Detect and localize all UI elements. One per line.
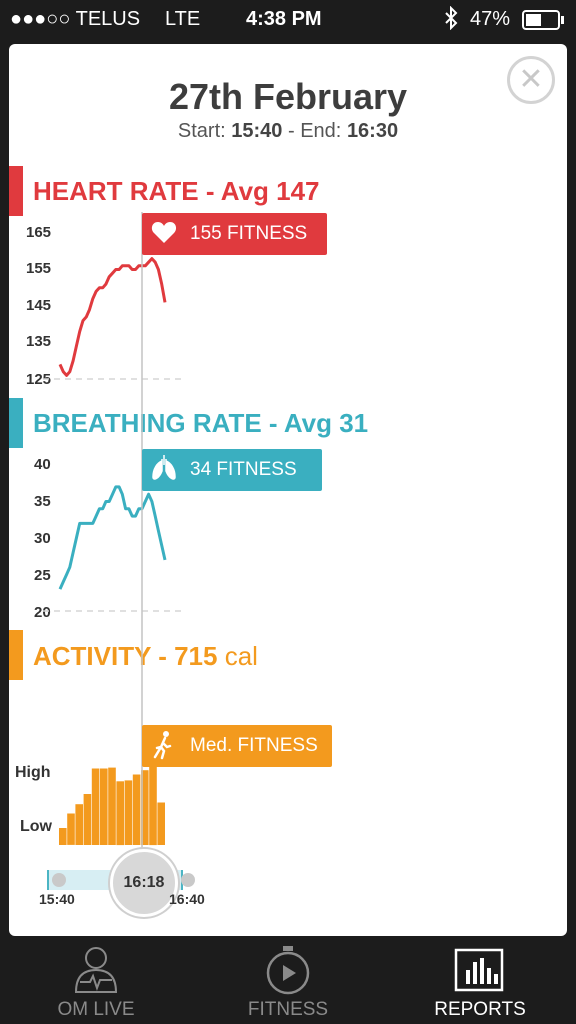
- heart-tick: 135: [26, 333, 52, 350]
- activity-bar: [132, 774, 141, 845]
- breathing-rate-badge: 34 FITNESS: [142, 449, 322, 491]
- heart-rate-title: HEART RATE - Avg 147: [33, 176, 320, 206]
- lungs-icon: [152, 455, 176, 480]
- activity-bar: [108, 767, 116, 845]
- breathing-tick: 30: [34, 530, 51, 547]
- activity-high-label: High: [15, 764, 51, 781]
- network-label: LTE: [165, 8, 201, 30]
- heart-tick: 155: [26, 260, 52, 277]
- status-bar: ●●●○○ TELUS LTE 4:38 PM 47%: [0, 0, 576, 38]
- activity-bars: [59, 764, 165, 846]
- activity-bar: [83, 794, 92, 845]
- activity-bar: [157, 802, 165, 845]
- activity-bar: [116, 781, 124, 846]
- report-card: ✕ 27th February Start: 15:40 - End: 16:3…: [9, 44, 567, 936]
- heart-rate-badge: 155 FITNESS: [142, 213, 327, 255]
- heart-tick: 165: [26, 224, 52, 241]
- slider-start-label: 15:40: [39, 891, 75, 907]
- activity-bar: [100, 768, 108, 845]
- breathing-tick: 20: [34, 604, 51, 621]
- heart-rate-series: [58, 257, 167, 377]
- heart-tick: 145: [26, 297, 52, 314]
- slider-end-label: 16:40: [169, 891, 205, 907]
- activity-bar: [141, 770, 149, 845]
- session-time-range: Start: 15:40 - End: 16:30: [177, 120, 399, 142]
- activity-title: ACTIVITY - 715 cal: [33, 641, 258, 671]
- activity-bar: [75, 804, 83, 845]
- heart-rate-section-marker: [9, 166, 23, 216]
- page-title: 27th February: [168, 76, 408, 117]
- breathing-tick: 40: [34, 456, 51, 473]
- activity-bar: [91, 768, 100, 845]
- activity-low-label: Low: [20, 818, 52, 835]
- close-button[interactable]: ✕: [507, 56, 555, 104]
- tab-bar: OM LIVE FITNESS REPORTS: [0, 936, 576, 1024]
- activity-section-marker: [9, 630, 23, 680]
- tab-om-live[interactable]: OM LIVE: [0, 936, 192, 1024]
- slider-start-handle[interactable]: [52, 873, 66, 887]
- bar-chart-icon: [454, 948, 504, 992]
- battery-icon: [522, 10, 566, 36]
- breathing-rate-title: BREATHING RATE - Avg 31: [33, 408, 369, 438]
- slider-current-time-knob[interactable]: 16:18: [110, 849, 178, 917]
- breathing-rate-section-marker: [9, 398, 23, 448]
- tab-reports[interactable]: REPORTS: [384, 936, 576, 1024]
- activity-bar: [67, 813, 75, 845]
- tab-fitness[interactable]: FITNESS: [192, 936, 384, 1024]
- breathing-tick: 35: [34, 493, 51, 510]
- breathing-tick: 25: [34, 567, 51, 584]
- breathing-rate-series: [58, 485, 167, 590]
- activity-badge: Med. FITNESS: [142, 725, 332, 767]
- activity-bar: [149, 764, 157, 846]
- stopwatch-play-icon: [266, 946, 310, 995]
- bluetooth-icon: [444, 5, 458, 36]
- carrier-label: ●●●○○ TELUS: [10, 8, 141, 30]
- activity-bar: [59, 828, 67, 845]
- clock: 4:38 PM: [246, 8, 322, 30]
- heart-tick: 125: [26, 371, 52, 388]
- heart-icon: [151, 222, 177, 243]
- activity-bar: [124, 780, 133, 845]
- slider-end-handle[interactable]: [181, 873, 195, 887]
- battery-percent: 47%: [470, 8, 511, 30]
- close-icon: ✕: [518, 63, 544, 96]
- walking-person-icon: [153, 731, 172, 760]
- person-heart-icon: [74, 947, 118, 993]
